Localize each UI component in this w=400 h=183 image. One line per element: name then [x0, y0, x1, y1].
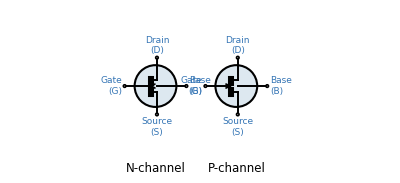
Text: Base
(B): Base (B): [270, 76, 292, 96]
Circle shape: [123, 85, 126, 87]
Circle shape: [236, 56, 239, 59]
Text: Drain
(D): Drain (D): [226, 36, 250, 55]
Text: N-channel: N-channel: [126, 162, 186, 175]
Circle shape: [156, 56, 158, 59]
Circle shape: [236, 113, 239, 116]
Circle shape: [216, 65, 257, 107]
Text: P-channel: P-channel: [207, 162, 265, 175]
Text: Source
(S): Source (S): [141, 117, 172, 137]
Circle shape: [156, 113, 158, 116]
Circle shape: [135, 65, 176, 107]
Text: Gate
(G): Gate (G): [100, 76, 122, 96]
Circle shape: [204, 85, 207, 87]
Circle shape: [266, 85, 268, 87]
Circle shape: [185, 85, 188, 87]
Text: Source
(S): Source (S): [222, 117, 253, 137]
Text: Drain
(D): Drain (D): [145, 36, 169, 55]
Text: Gate
(G): Gate (G): [181, 76, 203, 96]
Text: Base
(B): Base (B): [189, 76, 211, 96]
